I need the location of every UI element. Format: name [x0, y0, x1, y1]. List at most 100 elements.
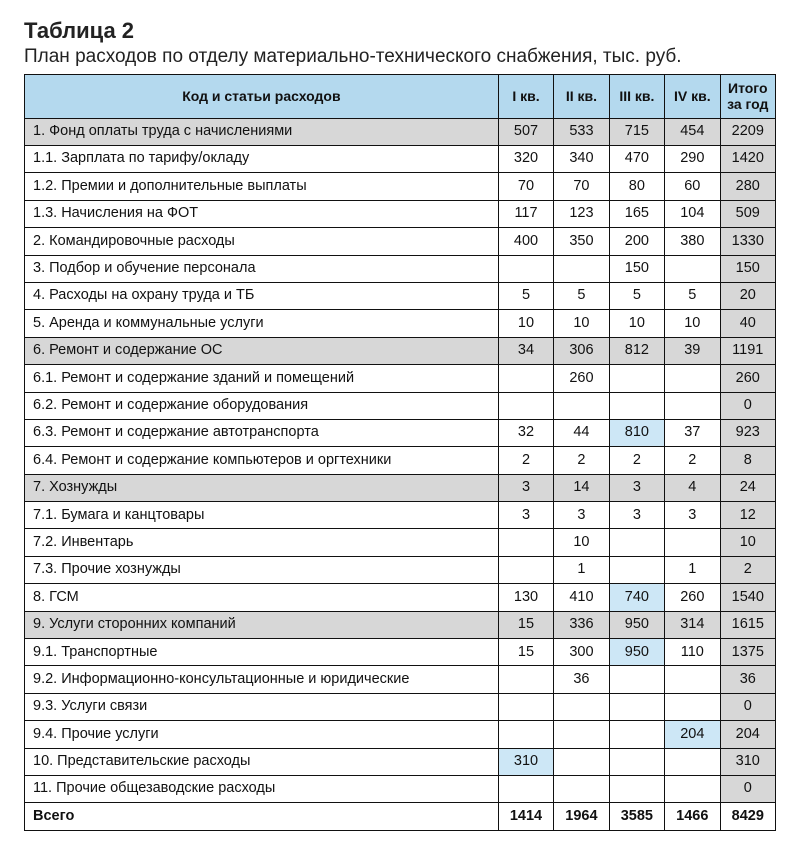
row-label: 1.2. Премии и дополнительные выплаты [25, 173, 499, 200]
cell-q1: 5 [498, 282, 553, 309]
cell-q2: 1964 [554, 803, 609, 830]
row-label: 6.4. Ремонт и содержание компьютеров и о… [25, 447, 499, 474]
cell-total: 2209 [720, 118, 775, 145]
row-label: Всего [25, 803, 499, 830]
table-row: 6.1. Ремонт и содержание зданий и помеще… [25, 365, 776, 392]
cell-q1 [498, 392, 553, 419]
cell-q3: 2 [609, 447, 664, 474]
cell-q2 [554, 392, 609, 419]
cell-q4 [665, 365, 720, 392]
cell-q1 [498, 255, 553, 282]
cell-q2 [554, 748, 609, 775]
cell-q3: 3585 [609, 803, 664, 830]
cell-q2: 340 [554, 145, 609, 172]
cell-q1: 400 [498, 228, 553, 255]
cell-q1: 2 [498, 447, 553, 474]
cell-q3: 812 [609, 337, 664, 364]
cell-q3: 740 [609, 584, 664, 611]
cell-q1: 310 [498, 748, 553, 775]
table-row: 6.2. Ремонт и содержание оборудования 0 [25, 392, 776, 419]
cell-q4: 4 [665, 474, 720, 501]
table-row: 1.1. Зарплата по тарифу/окладу3203404702… [25, 145, 776, 172]
table-row: 6.3. Ремонт и содержание автотранспорта3… [25, 419, 776, 446]
cell-total: 150 [720, 255, 775, 282]
col-header-q1: I кв. [498, 75, 553, 119]
row-label: 6. Ремонт и содержание ОС [25, 337, 499, 364]
cell-q4: 3 [665, 502, 720, 529]
cell-total: 8429 [720, 803, 775, 830]
cell-q2 [554, 693, 609, 720]
cell-total: 1191 [720, 337, 775, 364]
row-label: 9. Услуги сторонних компаний [25, 611, 499, 638]
cell-q2: 533 [554, 118, 609, 145]
cell-q2: 350 [554, 228, 609, 255]
cell-q2: 44 [554, 419, 609, 446]
cell-q2 [554, 721, 609, 748]
cell-q3 [609, 365, 664, 392]
cell-q1: 3 [498, 474, 553, 501]
cell-q3 [609, 693, 664, 720]
cell-total: 2 [720, 556, 775, 583]
expense-table: Код и статьи расходов I кв. II кв. III к… [24, 74, 776, 831]
cell-q1: 34 [498, 337, 553, 364]
cell-q2: 260 [554, 365, 609, 392]
row-label: 10. Представительские расходы [25, 748, 499, 775]
table-subtitle: План расходов по отделу материально-техн… [24, 46, 776, 68]
cell-q4 [665, 255, 720, 282]
row-label: 6.1. Ремонт и содержание зданий и помеще… [25, 365, 499, 392]
row-label: 7. Хознужды [25, 474, 499, 501]
cell-q3 [609, 556, 664, 583]
cell-total: 8 [720, 447, 775, 474]
table-footer-row: Всего14141964358514668429 [25, 803, 776, 830]
row-label: 6.3. Ремонт и содержание автотранспорта [25, 419, 499, 446]
row-label: 7.3. Прочие хознужды [25, 556, 499, 583]
cell-q1 [498, 666, 553, 693]
cell-total: 310 [720, 748, 775, 775]
row-label: 7.1. Бумага и канцтовары [25, 502, 499, 529]
cell-q1 [498, 693, 553, 720]
cell-q4: 10 [665, 310, 720, 337]
table-row: 8. ГСМ1304107402601540 [25, 584, 776, 611]
table-row: 1. Фонд оплаты труда с начислениями50753… [25, 118, 776, 145]
row-label: 9.1. Транспортные [25, 639, 499, 666]
cell-q3: 10 [609, 310, 664, 337]
cell-q4 [665, 529, 720, 556]
cell-q2 [554, 255, 609, 282]
cell-total: 12 [720, 502, 775, 529]
cell-q3: 950 [609, 611, 664, 638]
cell-total: 0 [720, 775, 775, 802]
cell-q2: 123 [554, 200, 609, 227]
cell-q1: 117 [498, 200, 553, 227]
cell-total: 204 [720, 721, 775, 748]
cell-total: 1615 [720, 611, 775, 638]
col-header-total: Итого за год [720, 75, 775, 119]
table-row: 7. Хознужды3143424 [25, 474, 776, 501]
cell-q3: 150 [609, 255, 664, 282]
cell-total: 1420 [720, 145, 775, 172]
cell-q3: 80 [609, 173, 664, 200]
cell-q4 [665, 693, 720, 720]
row-label: 6.2. Ремонт и содержание оборудования [25, 392, 499, 419]
table-row: 1.2. Премии и дополнительные выплаты7070… [25, 173, 776, 200]
cell-q3 [609, 721, 664, 748]
cell-q4: 260 [665, 584, 720, 611]
table-header-row: Код и статьи расходов I кв. II кв. III к… [25, 75, 776, 119]
cell-q1: 507 [498, 118, 553, 145]
row-label: 11. Прочие общезаводские расходы [25, 775, 499, 802]
table-row: 2. Командировочные расходы40035020038013… [25, 228, 776, 255]
table-row: 9.1. Транспортные153009501101375 [25, 639, 776, 666]
table-row: 9. Услуги сторонних компаний153369503141… [25, 611, 776, 638]
cell-q1 [498, 721, 553, 748]
cell-q4: 104 [665, 200, 720, 227]
cell-total: 1540 [720, 584, 775, 611]
cell-q4: 1 [665, 556, 720, 583]
cell-q4: 1466 [665, 803, 720, 830]
cell-q2: 1 [554, 556, 609, 583]
row-label: 9.4. Прочие услуги [25, 721, 499, 748]
cell-total: 0 [720, 392, 775, 419]
cell-total: 40 [720, 310, 775, 337]
row-label: 4. Расходы на охрану труда и ТБ [25, 282, 499, 309]
cell-q2 [554, 775, 609, 802]
cell-q3: 715 [609, 118, 664, 145]
table-row: 9.3. Услуги связи0 [25, 693, 776, 720]
